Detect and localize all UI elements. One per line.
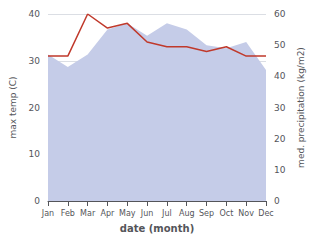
svg-text:Nov: Nov: [238, 209, 254, 218]
svg-text:0: 0: [34, 196, 40, 206]
svg-text:med. precipitation (kg/m2): med. precipitation (kg/m2): [296, 47, 306, 168]
svg-text:Jan: Jan: [41, 209, 54, 218]
svg-text:May: May: [119, 209, 136, 218]
svg-text:Aug: Aug: [179, 209, 195, 218]
svg-text:20: 20: [29, 103, 41, 113]
svg-text:Oct: Oct: [219, 209, 233, 218]
svg-text:Sep: Sep: [199, 209, 214, 218]
svg-text:10: 10: [274, 165, 286, 175]
svg-text:Apr: Apr: [101, 209, 116, 218]
svg-text:date (month): date (month): [120, 223, 194, 234]
svg-text:40: 40: [274, 71, 286, 81]
svg-text:Mar: Mar: [80, 209, 96, 218]
svg-text:Jun: Jun: [140, 209, 154, 218]
svg-text:30: 30: [29, 56, 41, 66]
svg-text:0: 0: [274, 196, 280, 206]
svg-text:30: 30: [274, 103, 286, 113]
svg-text:20: 20: [274, 134, 286, 144]
svg-text:40: 40: [29, 9, 41, 19]
svg-text:60: 60: [274, 9, 286, 19]
svg-text:Jul: Jul: [161, 209, 172, 218]
svg-text:Feb: Feb: [61, 209, 75, 218]
svg-text:Dec: Dec: [258, 209, 273, 218]
svg-text:max temp (C): max temp (C): [8, 76, 18, 138]
svg-text:10: 10: [29, 149, 41, 159]
svg-text:50: 50: [274, 40, 286, 50]
